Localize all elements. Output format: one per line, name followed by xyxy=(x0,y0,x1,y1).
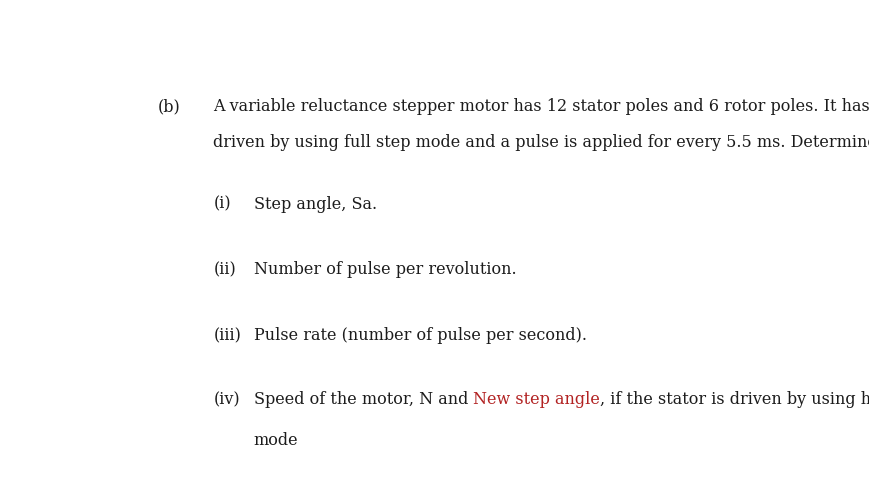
Text: (iv): (iv) xyxy=(213,391,240,408)
Text: Step angle, Sa.: Step angle, Sa. xyxy=(254,196,376,213)
Text: Speed of the motor, N and: Speed of the motor, N and xyxy=(254,391,473,408)
Text: (b): (b) xyxy=(158,98,181,115)
Text: (i): (i) xyxy=(213,196,230,213)
Text: (ii): (ii) xyxy=(213,262,235,279)
Text: driven by using full step mode and a pulse is applied for every 5.5 ms. Determin: driven by using full step mode and a pul… xyxy=(213,134,869,151)
Text: mode: mode xyxy=(254,432,298,448)
Text: A variable reluctance stepper motor has 12 stator poles and 6 rotor poles. It ha: A variable reluctance stepper motor has … xyxy=(213,98,869,115)
Text: New step angle: New step angle xyxy=(473,391,600,408)
Text: Number of pulse per revolution.: Number of pulse per revolution. xyxy=(254,262,515,279)
Text: Pulse rate (number of pulse per second).: Pulse rate (number of pulse per second). xyxy=(254,327,586,344)
Text: (iii): (iii) xyxy=(213,327,241,344)
Text: , if the stator is driven by using half-step: , if the stator is driven by using half-… xyxy=(600,391,869,408)
